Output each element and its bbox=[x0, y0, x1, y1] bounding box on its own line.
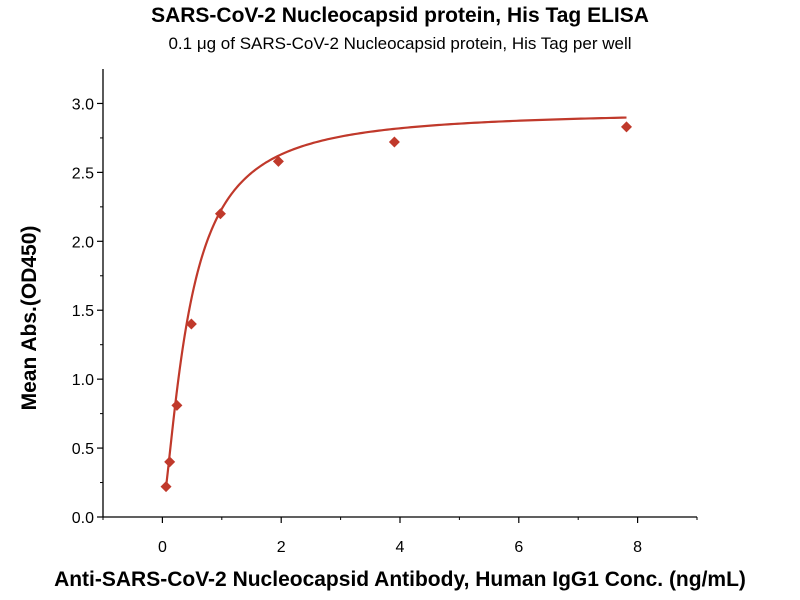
data-point bbox=[214, 208, 226, 220]
x-tick-label: 4 bbox=[396, 539, 405, 556]
data-point bbox=[171, 399, 183, 411]
fit-curve bbox=[164, 116, 627, 488]
y-tick-label: 3.0 bbox=[72, 96, 94, 113]
x-axis-label: Anti-SARS-CoV-2 Nucleocapsid Antibody, H… bbox=[54, 568, 746, 591]
data-point bbox=[160, 481, 172, 493]
x-tick-label: 0 bbox=[158, 539, 167, 556]
chart-subtitle: 0.1 μg of SARS-CoV-2 Nucleocapsid protei… bbox=[168, 34, 632, 53]
x-tick-label: 6 bbox=[514, 539, 523, 556]
data-points bbox=[160, 121, 632, 493]
y-tick-label: 0.0 bbox=[72, 510, 94, 527]
y-tick-label: 1.0 bbox=[72, 372, 94, 389]
x-tick-label: 8 bbox=[633, 539, 642, 556]
data-point bbox=[620, 121, 632, 133]
y-tick-label: 2.0 bbox=[72, 234, 94, 251]
data-point bbox=[164, 456, 176, 468]
chart-title: SARS-CoV-2 Nucleocapsid protein, His Tag… bbox=[151, 4, 649, 27]
data-point bbox=[388, 136, 400, 148]
x-tick-label: 2 bbox=[277, 539, 286, 556]
data-point bbox=[185, 318, 197, 330]
data-point bbox=[272, 155, 284, 167]
ticks: 0.0 0.5 1.0 1.5 2.0 2.5 3.0 0 2 4 6 8 bbox=[72, 96, 698, 556]
y-tick-label: 0.5 bbox=[72, 441, 94, 458]
y-axis-label: Mean Abs.(OD450) bbox=[18, 226, 41, 411]
y-tick-label: 2.5 bbox=[72, 165, 94, 182]
y-tick-label: 1.5 bbox=[72, 303, 94, 320]
